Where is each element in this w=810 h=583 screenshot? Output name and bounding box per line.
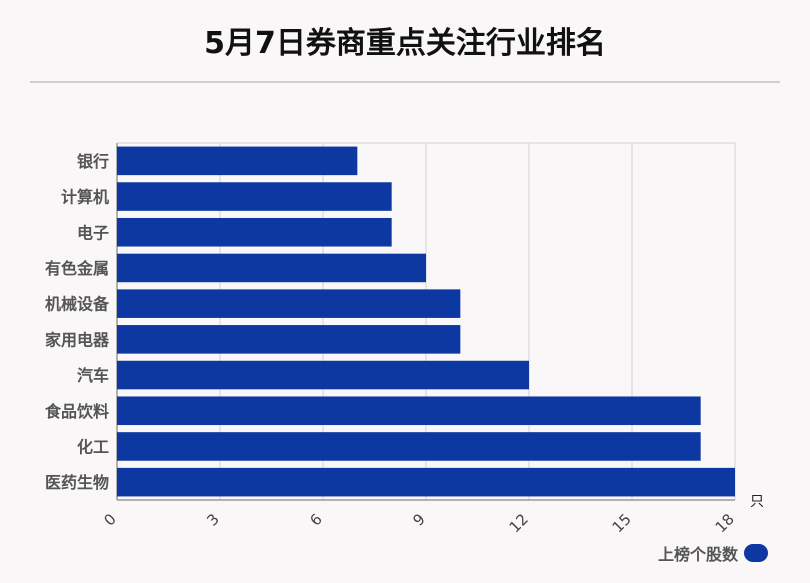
bar-1[interactable]: [117, 146, 358, 176]
bar-8[interactable]: [117, 396, 701, 426]
category-label-8: 食品饮料: [44, 402, 109, 421]
x-tick-label-9: 9: [409, 510, 428, 529]
bar-10[interactable]: [117, 467, 735, 497]
x-unit-label: 只: [750, 494, 764, 510]
bar-7[interactable]: [117, 360, 529, 390]
bar-5[interactable]: [117, 289, 461, 318]
x-tick-label-15: 15: [609, 510, 635, 536]
title-divider: [30, 81, 780, 83]
bar-2[interactable]: [117, 182, 392, 211]
category-label-4: 有色金属: [45, 259, 109, 278]
category-label-6: 家用电器: [45, 330, 110, 349]
bar-9[interactable]: [117, 432, 701, 461]
bars: [117, 146, 735, 497]
bar-4[interactable]: [117, 253, 426, 283]
category-label-1: 银行: [77, 152, 109, 171]
category-label-10: 医药生物: [45, 473, 109, 492]
chart-title: 5月7日券商重点关注行业排名: [204, 26, 606, 61]
x-tick-label-6: 6: [306, 510, 325, 529]
legend-label: 上榜个股数: [657, 545, 738, 564]
category-label-2: 计算机: [61, 188, 109, 207]
x-tick-labels: 0 3 6 9 12 15 18: [100, 510, 737, 536]
category-label-7: 汽车: [77, 366, 109, 385]
bar-3[interactable]: [117, 217, 392, 247]
category-label-3: 电子: [77, 223, 109, 242]
x-tick-label-3: 3: [203, 510, 222, 529]
category-label-9: 化工: [77, 437, 109, 456]
x-tick-label-18: 18: [712, 510, 738, 536]
legend-swatch: [744, 544, 768, 562]
legend[interactable]: 上榜个股数: [658, 541, 768, 565]
x-tick-label-12: 12: [506, 510, 532, 536]
category-label-5: 机械设备: [45, 295, 110, 314]
x-tick-label-0: 0: [100, 510, 119, 529]
bar-6[interactable]: [117, 325, 461, 354]
